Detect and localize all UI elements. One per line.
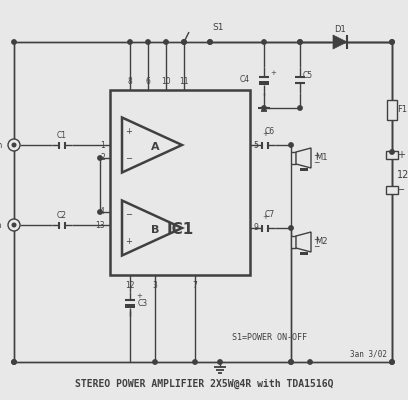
Text: C1: C1 [57, 132, 67, 140]
Bar [291, 152, 296, 164]
Bar [387, 100, 397, 120]
Text: C5: C5 [303, 70, 313, 80]
Text: 12V: 12V [397, 170, 408, 180]
Circle shape [208, 40, 212, 44]
Text: 12: 12 [125, 281, 135, 290]
Circle shape [390, 360, 394, 364]
Text: +: + [270, 70, 276, 76]
Text: +: + [262, 131, 268, 137]
Polygon shape [296, 148, 311, 168]
Text: 10: 10 [161, 77, 171, 86]
Circle shape [12, 360, 16, 364]
Polygon shape [296, 232, 311, 252]
Circle shape [8, 139, 20, 151]
Text: Rch: Rch [0, 220, 2, 230]
Circle shape [12, 223, 16, 227]
Circle shape [182, 40, 186, 44]
Bar [259, 81, 269, 85]
Circle shape [12, 40, 16, 44]
Text: A: A [151, 142, 159, 152]
Text: S1=POWER ON-OFF: S1=POWER ON-OFF [233, 332, 308, 342]
Text: 8: 8 [128, 77, 132, 86]
Circle shape [146, 40, 150, 44]
Bar [291, 236, 296, 248]
Text: +: + [313, 150, 319, 160]
Circle shape [289, 360, 293, 364]
Text: C2: C2 [57, 212, 67, 220]
Text: M2: M2 [315, 238, 328, 246]
Circle shape [182, 40, 186, 44]
Circle shape [308, 360, 312, 364]
Text: 3: 3 [153, 281, 157, 290]
Circle shape [289, 360, 293, 364]
Text: 7: 7 [193, 281, 197, 290]
Text: STEREO POWER AMPLIFIER 2X5W@4R with TDA1516Q: STEREO POWER AMPLIFIER 2X5W@4R with TDA1… [75, 379, 333, 389]
Bar [125, 304, 135, 308]
Text: 9: 9 [253, 224, 258, 232]
Circle shape [289, 226, 293, 230]
Text: C4: C4 [240, 76, 250, 84]
Circle shape [289, 143, 293, 147]
Text: B: B [151, 225, 159, 235]
Circle shape [12, 360, 16, 364]
Text: +: + [262, 214, 268, 220]
Circle shape [208, 40, 212, 44]
Text: S1: S1 [212, 23, 224, 32]
Text: C3: C3 [138, 298, 148, 308]
Text: +: + [313, 234, 319, 244]
Text: IC1: IC1 [166, 222, 194, 238]
Bar [299, 168, 308, 171]
Text: +: + [126, 237, 133, 246]
Text: −: − [126, 210, 133, 219]
Circle shape [298, 106, 302, 110]
Circle shape [390, 150, 394, 154]
Text: 6: 6 [146, 77, 151, 86]
Text: +: + [126, 127, 133, 136]
Circle shape [390, 40, 394, 44]
Text: 2: 2 [100, 154, 105, 162]
Circle shape [390, 40, 394, 44]
Polygon shape [122, 200, 182, 256]
Text: −: − [313, 158, 319, 168]
Text: 3an 3/02: 3an 3/02 [350, 350, 387, 358]
Circle shape [193, 360, 197, 364]
Circle shape [128, 40, 132, 44]
Bar [110, 90, 250, 275]
Circle shape [298, 40, 302, 44]
Circle shape [298, 40, 302, 44]
Circle shape [153, 360, 157, 364]
Bar [386, 186, 398, 194]
Circle shape [98, 210, 102, 214]
Text: Lch: Lch [0, 140, 2, 150]
Bar [14, 42, 392, 362]
Text: D1: D1 [334, 26, 346, 34]
Circle shape [98, 156, 102, 160]
Circle shape [390, 360, 394, 364]
Circle shape [12, 143, 16, 147]
Bar [299, 252, 308, 255]
Bar [386, 151, 398, 159]
Text: +: + [397, 150, 405, 160]
Text: 5: 5 [253, 140, 258, 150]
Text: 13: 13 [95, 220, 105, 230]
Text: −: − [313, 242, 319, 252]
Text: −: − [397, 185, 405, 195]
Polygon shape [333, 35, 347, 49]
Circle shape [262, 106, 266, 110]
Circle shape [218, 360, 222, 364]
Circle shape [262, 40, 266, 44]
Text: 11: 11 [179, 77, 189, 86]
Text: +: + [136, 293, 142, 299]
Text: C7: C7 [265, 210, 275, 219]
Text: C6: C6 [265, 127, 275, 136]
Polygon shape [122, 118, 182, 172]
Text: 4: 4 [100, 208, 105, 216]
Circle shape [164, 40, 168, 44]
Text: M1: M1 [315, 154, 328, 162]
Text: −: − [126, 154, 133, 163]
Circle shape [8, 219, 20, 231]
Text: 1: 1 [100, 140, 105, 150]
Text: F1: F1 [397, 106, 407, 114]
